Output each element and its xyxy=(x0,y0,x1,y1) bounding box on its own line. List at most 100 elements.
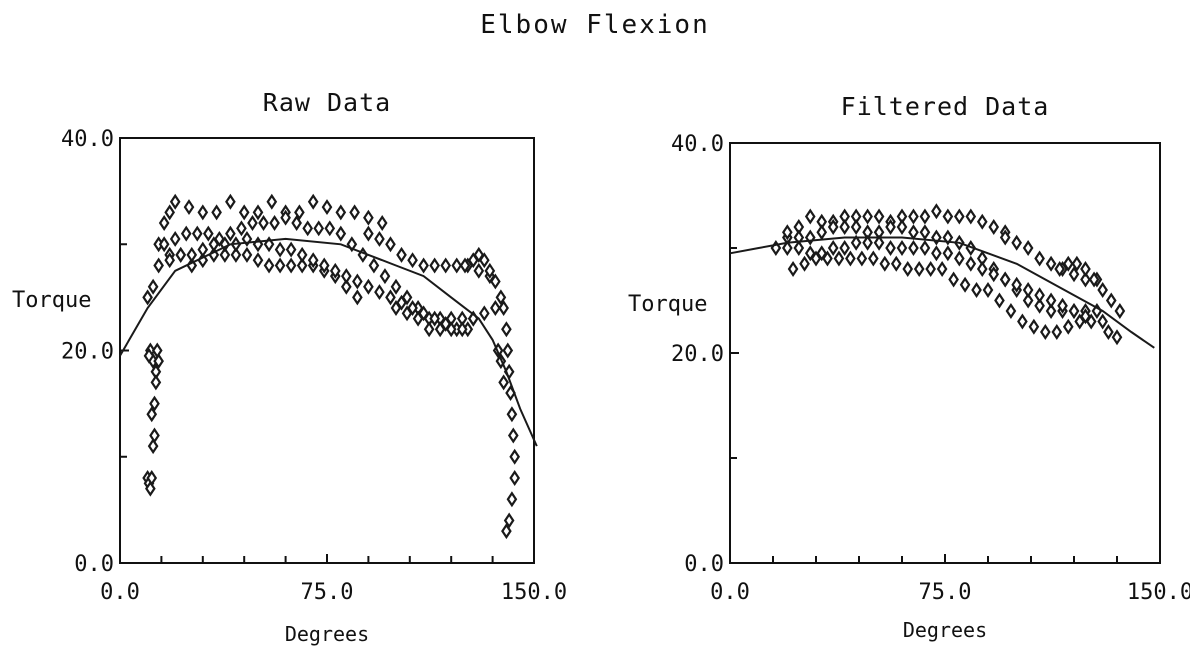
data-point xyxy=(238,204,250,221)
data-point xyxy=(804,245,816,262)
data-point xyxy=(1011,276,1022,293)
data-point xyxy=(931,203,942,220)
data-point xyxy=(142,289,153,306)
data-point xyxy=(324,220,336,237)
data-point xyxy=(180,225,192,242)
data-point xyxy=(868,250,879,267)
data-point xyxy=(291,215,302,231)
figure-title: Elbow Flexion xyxy=(480,10,710,40)
data-point xyxy=(285,241,297,258)
data-point xyxy=(506,406,518,423)
data-point xyxy=(999,229,1011,246)
data-point xyxy=(885,240,896,256)
data-point xyxy=(478,305,490,322)
data-point xyxy=(862,208,873,225)
data-point xyxy=(225,193,236,210)
data-point xyxy=(143,347,155,364)
data-point xyxy=(509,470,521,486)
fit-curve xyxy=(119,237,538,447)
data-point xyxy=(1062,318,1074,335)
data-point xyxy=(1022,292,1034,309)
data-point xyxy=(501,321,512,338)
data-point xyxy=(1080,271,1091,288)
data-point xyxy=(280,209,291,226)
data-point xyxy=(1080,261,1091,277)
data-point xyxy=(252,204,264,221)
data-point xyxy=(503,512,515,529)
data-point xyxy=(507,427,519,444)
data-point xyxy=(908,208,919,225)
data-point xyxy=(879,255,891,272)
data-point xyxy=(418,257,429,274)
data-point xyxy=(873,208,885,225)
data-point xyxy=(151,342,163,359)
data-point xyxy=(158,236,170,253)
data-point xyxy=(423,321,435,338)
data-point xyxy=(1054,261,1065,277)
data-point xyxy=(183,199,195,216)
data-point xyxy=(429,257,440,274)
data-point xyxy=(976,261,988,277)
data-point xyxy=(385,289,396,306)
data-point xyxy=(1074,313,1086,330)
data-point xyxy=(390,300,402,316)
data-point xyxy=(379,268,391,285)
data-point xyxy=(490,300,501,316)
data-point xyxy=(285,257,297,274)
data-point xyxy=(1097,313,1108,330)
data-point xyxy=(890,255,902,272)
data-point xyxy=(931,245,942,262)
data-point xyxy=(948,271,959,288)
data-point xyxy=(816,224,828,241)
data-point xyxy=(919,240,931,256)
data-point xyxy=(202,225,214,242)
data-point xyxy=(169,193,181,210)
data-point xyxy=(873,234,885,251)
data-point xyxy=(1045,292,1057,309)
data-point xyxy=(936,261,948,277)
data-point xyxy=(208,236,220,253)
data-point xyxy=(793,240,805,256)
data-point xyxy=(349,204,360,221)
data-point xyxy=(827,240,839,256)
data-point xyxy=(782,240,793,256)
y-tick-label: 20.0 xyxy=(61,340,114,365)
data-point xyxy=(219,246,231,263)
data-point xyxy=(396,246,407,263)
data-point xyxy=(971,282,982,298)
data-point xyxy=(294,204,305,221)
data-point xyxy=(913,261,925,277)
data-point xyxy=(1111,329,1123,346)
data-point xyxy=(999,271,1011,288)
data-point xyxy=(1040,324,1051,340)
data-point xyxy=(1088,271,1100,288)
data-point xyxy=(1034,250,1045,267)
data-point xyxy=(839,219,850,235)
data-point xyxy=(862,234,873,251)
data-point xyxy=(149,427,160,444)
data-point xyxy=(396,294,407,311)
data-point xyxy=(214,230,225,247)
y-tick-label: 20.0 xyxy=(671,342,724,367)
data-point xyxy=(509,448,521,465)
data-point xyxy=(429,310,440,327)
data-point xyxy=(153,257,164,274)
data-point xyxy=(1028,318,1040,335)
data-point xyxy=(490,273,501,290)
data-point xyxy=(845,250,856,267)
data-point xyxy=(340,278,352,295)
data-point xyxy=(374,284,385,301)
data-point xyxy=(376,215,388,231)
data-point xyxy=(146,406,158,423)
data-point xyxy=(1085,313,1097,330)
data-point xyxy=(1105,292,1117,309)
data-point xyxy=(390,278,402,295)
data-point xyxy=(908,240,919,256)
data-point xyxy=(451,257,463,274)
data-point xyxy=(942,208,954,225)
data-point xyxy=(164,204,176,221)
data-point xyxy=(241,246,253,263)
data-point xyxy=(506,491,518,508)
data-point xyxy=(191,225,203,242)
data-point xyxy=(478,252,490,269)
